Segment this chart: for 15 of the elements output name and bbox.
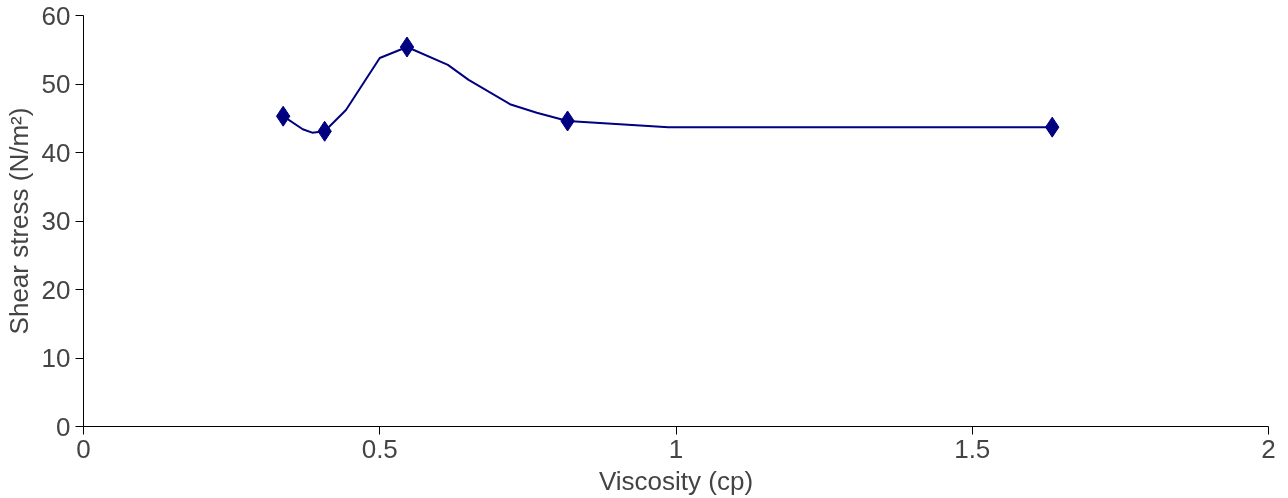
x-tick-label: 2	[1261, 433, 1276, 464]
x-tick-label: 1.5	[954, 433, 991, 464]
x-tick-label: 0	[76, 433, 91, 464]
y-tick-label: 60	[41, 0, 71, 31]
y-tick-label: 30	[41, 206, 71, 236]
y-tick-label: 0	[56, 411, 71, 442]
x-tick-label: 1	[668, 433, 684, 464]
y-tick-label: 10	[41, 343, 71, 373]
y-tick-label: 40	[41, 137, 71, 168]
y-axis-title: Shear stress (N/m²)	[3, 107, 34, 335]
point	[399, 36, 415, 58]
y-tick-label: 50	[41, 69, 71, 99]
x-axis-title: Viscosity (cp)	[598, 465, 754, 496]
x-tick-label: 0.5	[361, 433, 398, 464]
y-tick-label: 20	[41, 274, 71, 305]
